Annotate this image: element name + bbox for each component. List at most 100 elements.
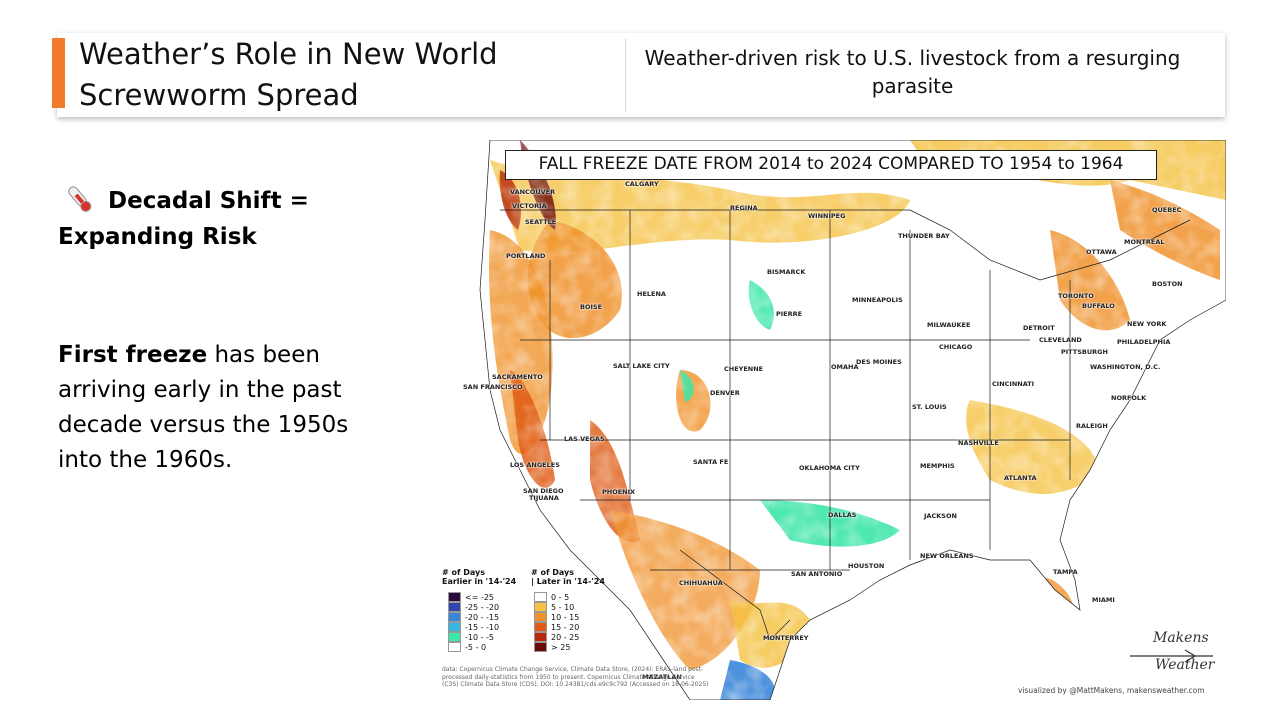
city-label-bismarck: BISMARCK	[767, 268, 806, 276]
city-label-chihuahua: CHIHUAHUA	[679, 579, 723, 587]
legend-earlier-row-0: <= -25	[448, 592, 499, 602]
map-title: FALL FREEZE DATE FROM 2014 to 2024 COMPA…	[505, 150, 1157, 180]
city-label-monterrey: MONTERREY	[763, 634, 809, 642]
legend-later-row-3: 15 - 20	[534, 622, 579, 632]
city-label-seattle: SEATTLE	[525, 218, 557, 226]
map-canvas	[430, 140, 1226, 700]
city-label-new-orleans: NEW ORLEANS	[920, 552, 974, 560]
header-card	[57, 33, 1225, 117]
legend-later-swatch-1	[534, 602, 547, 612]
city-label-des-moines: DES MOINES	[856, 358, 902, 366]
legend-earlier-column: <= -25 -25 - -20 -20 - -15 -15 - -10 -10 - -…	[448, 592, 499, 652]
legend-earlier-swatch-4	[448, 632, 461, 642]
legend-later-label-1: 5 - 10	[551, 602, 575, 612]
first-freeze-bold: First freeze	[58, 342, 208, 368]
city-label-detroit: DETROIT	[1023, 324, 1055, 332]
city-label-montreal: MONTREAL	[1124, 238, 1165, 246]
city-label-tijuana: TIJUANA	[529, 494, 559, 502]
legend-later-swatch-2	[534, 612, 547, 622]
makens-weather-logo: Makens Weather	[1125, 628, 1220, 678]
city-label-portland: PORTLAND	[506, 252, 546, 260]
city-label-miami: MIAMI	[1092, 596, 1115, 604]
legend-later-row-2: 10 - 15	[534, 612, 579, 622]
city-label-oklahoma-city: OKLAHOMA CITY	[799, 464, 860, 472]
legend-later-row-0: 0 - 5	[534, 592, 579, 602]
city-label-regina: REGINA	[730, 204, 758, 212]
legend-earlier-row-5: -5 - 0	[448, 642, 499, 652]
legend-later-label-2: 10 - 15	[551, 612, 580, 622]
legend-earlier-row-4: -10 - -5	[448, 632, 499, 642]
city-label-buffalo: BUFFALO	[1082, 302, 1115, 310]
city-label-boston: BOSTON	[1152, 280, 1183, 288]
city-label-jackson: JACKSON	[924, 512, 957, 520]
city-label-washington: WASHINGTON, D.C.	[1090, 363, 1161, 371]
city-label-dallas: DALLAS	[828, 511, 857, 519]
first-freeze-text: has been arriving early in the past deca…	[58, 342, 349, 473]
city-label-vancouver: VANCOUVER	[510, 188, 556, 196]
city-label-memphis: MEMPHIS	[920, 462, 955, 470]
legend-earlier-row-3: -15 - -10	[448, 622, 499, 632]
legend-later-label-0: 0 - 5	[551, 592, 570, 602]
city-label-omaha: OMAHA	[831, 363, 859, 371]
legend-earlier-swatch-5	[448, 642, 461, 652]
legend-later-swatch-0	[534, 592, 547, 602]
legend-later-swatch-3	[534, 622, 547, 632]
first-freeze-paragraph: First freeze has been arriving early in …	[58, 338, 398, 478]
city-label-raleigh: RALEIGH	[1076, 422, 1108, 430]
legend-earlier-swatch-2	[448, 612, 461, 622]
slide-subtitle: Weather-driven risk to U.S. livestock fr…	[644, 46, 1181, 98]
legend-earlier-swatch-3	[448, 622, 461, 632]
city-label-atlanta: ATLANTA	[1004, 474, 1037, 482]
legend-later-label-5: > 25	[551, 642, 571, 652]
city-label-st-louis: ST. LOUIS	[912, 403, 947, 411]
city-label-philadelphia: PHILADELPHIA	[1117, 338, 1171, 346]
city-label-helena: HELENA	[637, 290, 666, 298]
city-label-boise: BOISE	[580, 303, 603, 311]
city-label-phoenix: PHOENIX	[602, 488, 636, 496]
city-label-cincinnati: CINCINNATI	[992, 380, 1035, 388]
legend-later-swatch-5	[534, 642, 547, 652]
city-label-minneapolis: MINNEAPOLIS	[852, 296, 903, 304]
city-label-calgary: CALGARY	[625, 180, 659, 188]
legend-earlier-title-text: # of Days Earlier in '14-'24	[442, 568, 517, 586]
city-label-mazatlan: MAZATLAN	[642, 673, 682, 681]
city-label-los-angeles: LOS ANGELES	[510, 461, 560, 469]
city-label-san-francisco: SAN FRANCISCO	[463, 383, 523, 391]
legend-later-label-4: 20 - 25	[551, 632, 580, 642]
city-label-quebec: QUEBEC	[1152, 206, 1182, 214]
data-source-note: data: Copernicus Climate Change Service,…	[442, 666, 709, 688]
slide-title: Weather’s Role in New World Screwworm Sp…	[79, 37, 498, 112]
legend-earlier-label-4: -10 - -5	[465, 632, 495, 642]
city-label-las-vegas: LAS VEGAS	[564, 435, 605, 443]
city-label-salt-lake-city: SALT LAKE CITY	[613, 362, 670, 370]
legend-earlier-row-2: -20 - -15	[448, 612, 499, 622]
city-label-tampa: TAMPA	[1053, 568, 1078, 576]
city-label-sacramento: SACRAMENTO	[492, 373, 543, 381]
city-label-pierre: PIERRE	[776, 310, 803, 318]
legend-earlier-row-1: -25 - -20	[448, 602, 499, 612]
city-label-norfolk: NORFOLK	[1111, 394, 1147, 402]
legend-later-title-text: # of Days | Later in '14-'24	[531, 568, 605, 586]
city-label-santa-fe: SANTA FE	[693, 458, 729, 466]
city-label-cleveland: CLEVELAND	[1039, 336, 1082, 344]
freeze-date-map: FALL FREEZE DATE FROM 2014 to 2024 COMPA…	[430, 140, 1226, 700]
legend-later-label-3: 15 - 20	[551, 622, 580, 632]
city-label-denver: DENVER	[710, 389, 740, 397]
legend-earlier-label-0: <= -25	[465, 592, 495, 602]
legend-earlier-label-1: -25 - -20	[465, 602, 500, 612]
city-label-san-diego: SAN DIEGO	[523, 487, 564, 495]
legend-later-title: # of Days | Later in '14-'24	[531, 568, 605, 586]
title-accent-bar	[52, 38, 65, 108]
city-label-houston: HOUSTON	[848, 562, 885, 570]
legend-earlier-label-3: -15 - -10	[465, 622, 500, 632]
city-label-milwaukee: MILWAUKEE	[927, 321, 971, 329]
legend-earlier-title: # of Days Earlier in '14-'24	[442, 568, 516, 586]
city-label-thunder-bay: THUNDER BAY	[898, 232, 950, 240]
legend-earlier-swatch-0	[448, 592, 461, 602]
legend-later-row-4: 20 - 25	[534, 632, 579, 642]
city-label-san-antonio: SAN ANTONIO	[791, 570, 843, 578]
city-label-pittsburgh: PITTSBURGH	[1061, 348, 1108, 356]
legend-earlier-label-5: -5 - 0	[465, 642, 487, 652]
header-divider	[625, 38, 626, 112]
